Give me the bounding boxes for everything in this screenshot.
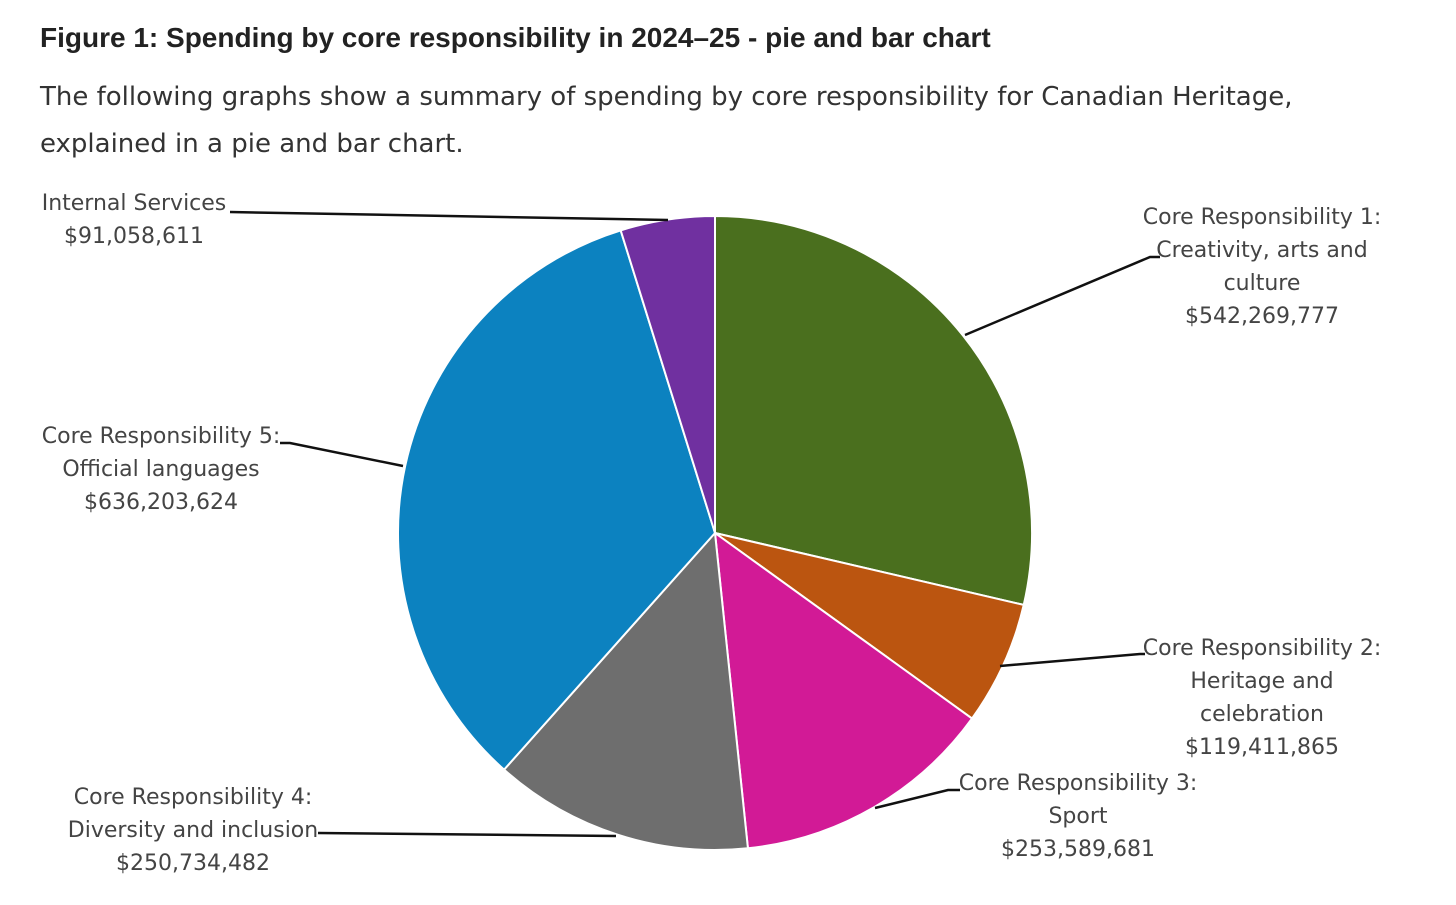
slice-label-cr5: Core Responsibility 5: Official languages… (42, 424, 281, 515)
slice-label-cr4: Core Responsibility 4: Diversity and incl… (68, 785, 318, 876)
leader-line-cr2 (999, 652, 1145, 668)
pie-slice-cr1 (714, 214, 1034, 607)
slice-label-line: Diversity and inclusion (68, 818, 318, 843)
slice-label-line: culture (1224, 271, 1301, 296)
slice-label-line: Core Responsibility 5: (42, 424, 281, 449)
slice-label-line: Heritage and (1190, 669, 1333, 694)
slice-labels: Core Responsibility 1: Creativity, arts a… (42, 191, 1382, 876)
figure-title: Figure 1: Spending by core responsibilit… (40, 22, 991, 53)
leader-line-internal (229, 210, 669, 222)
slice-label-internal: Internal Services $91,058,611 (42, 191, 227, 249)
leader-line-cr3 (874, 788, 960, 810)
slice-label-line: Core Responsibility 4: (74, 785, 313, 810)
slice-value-cr4: $250,734,482 (116, 851, 270, 876)
slice-label-line: Creativity, arts and (1156, 238, 1367, 263)
leader-line-cr5 (280, 441, 404, 468)
slice-value-cr2: $119,411,865 (1185, 735, 1339, 760)
slice-label-line: Core Responsibility 1: (1143, 205, 1382, 230)
slice-label-line: Sport (1048, 804, 1107, 829)
leader-lines (229, 210, 1160, 838)
slice-label-line: celebration (1200, 702, 1324, 727)
slice-label-cr1: Core Responsibility 1: Creativity, arts a… (1143, 205, 1382, 329)
pie-slice-cr5 (397, 229, 717, 772)
pie-slice-cr3 (713, 530, 974, 850)
slice-label-line: Official languages (62, 457, 259, 482)
leader-line-cr4 (317, 831, 617, 838)
leader-line-cr1 (964, 255, 1160, 337)
slice-value-cr5: $636,203,624 (84, 490, 238, 515)
pie-slice-cr2 (714, 532, 1025, 720)
figure-description: The following graphs show a summary of s… (40, 82, 1293, 159)
pie-slices (397, 214, 1034, 851)
slice-label-line: Internal Services (42, 191, 227, 216)
slice-label-cr2: Core Responsibility 2: Heritage and celebr… (1143, 636, 1382, 760)
slice-label-cr3: Core Responsibility 3: Sport $253,589,681 (959, 771, 1198, 862)
slice-value-internal: $91,058,611 (64, 224, 204, 249)
slice-value-cr3: $253,589,681 (1001, 837, 1155, 862)
slice-value-cr1: $542,269,777 (1185, 304, 1339, 329)
slice-label-line: Core Responsibility 2: (1143, 636, 1382, 661)
slice-label-line: Core Responsibility 3: (959, 771, 1198, 796)
pie-slice-cr4 (502, 530, 750, 851)
